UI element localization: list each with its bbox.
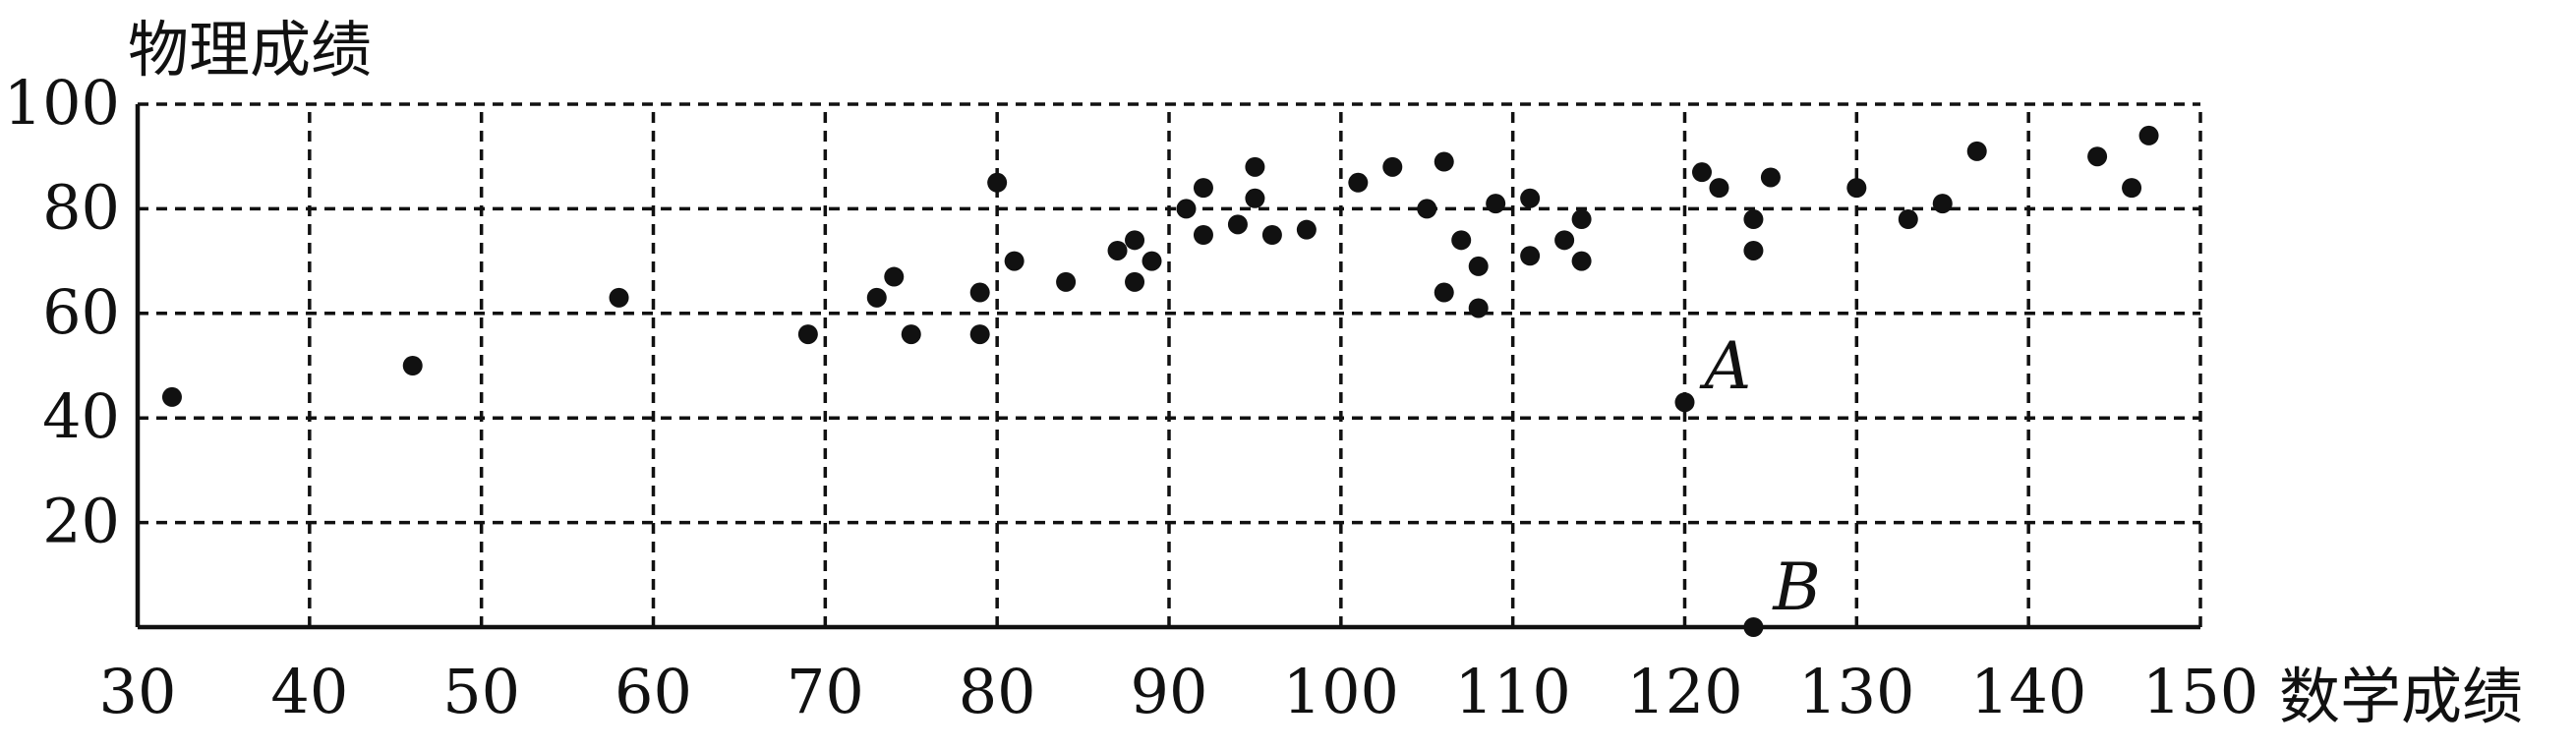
data-point: [1898, 209, 1918, 230]
x-tick-label-30: 30: [99, 656, 177, 727]
data-point: [1760, 167, 1781, 188]
x-tick-label-140: 140: [1970, 656, 2086, 727]
data-point: [1691, 162, 1712, 183]
data-point: [1245, 156, 1265, 177]
data-point: [1296, 219, 1317, 240]
data-point: [2122, 178, 2142, 199]
data-point: [1348, 172, 1369, 193]
data-point: [2087, 146, 2108, 167]
x-axis-title: 数学成绩: [2279, 661, 2523, 732]
x-tick-label-40: 40: [270, 656, 348, 727]
data-point: [2138, 125, 2159, 145]
data-point: [1417, 199, 1437, 219]
data-point: [609, 287, 629, 308]
data-point: [1261, 225, 1282, 245]
data-point: [1743, 209, 1764, 230]
data-point: [1382, 156, 1403, 177]
y-tick-label-40: 40: [42, 380, 120, 452]
data-points-layer: [161, 125, 2159, 637]
data-point: [1520, 188, 1541, 208]
x-tick-label-120: 120: [1626, 656, 1742, 727]
data-point: [1486, 194, 1506, 214]
data-point: [987, 172, 1008, 193]
data-point: [1571, 209, 1592, 230]
data-point: [1176, 199, 1197, 219]
data-point: [1107, 240, 1128, 260]
data-point: [1193, 178, 1213, 199]
data-point: [1056, 271, 1077, 292]
data-point: [797, 324, 818, 345]
tick-labels-layer: 30 40 50 60 70 80 90 100 110 120 130 140 150 20 40 60 80…: [4, 67, 2259, 727]
data-point: [866, 287, 887, 308]
data-point: [1468, 256, 1489, 276]
y-tick-label-100: 100: [4, 67, 120, 139]
data-point: [1434, 282, 1454, 303]
data-point: [969, 324, 990, 345]
data-point: [1004, 251, 1025, 271]
x-tick-label-60: 60: [615, 656, 692, 727]
data-point: [1434, 151, 1454, 172]
data-point: [1966, 141, 1987, 161]
axes-layer: [135, 104, 2200, 630]
data-point: [1571, 251, 1592, 271]
x-tick-label-110: 110: [1454, 656, 1570, 727]
data-point: [1125, 230, 1145, 251]
data-point: [1468, 298, 1489, 318]
x-tick-label-150: 150: [2142, 656, 2258, 727]
y-tick-label-20: 20: [42, 486, 120, 557]
data-point: [161, 386, 182, 407]
point-label-A: A: [1699, 328, 1752, 404]
data-point: [1142, 251, 1162, 271]
annotations-layer: AB: [1699, 328, 1821, 625]
y-tick-label-60: 60: [42, 276, 120, 348]
data-point: [884, 266, 905, 287]
x-tick-label-90: 90: [1131, 656, 1208, 727]
data-point: [1125, 271, 1145, 292]
x-tick-label-50: 50: [442, 656, 520, 727]
data-point: [402, 356, 423, 375]
x-tick-label-80: 80: [959, 656, 1036, 727]
data-point: [1520, 246, 1541, 266]
x-tick-label-100: 100: [1283, 656, 1399, 727]
data-point: [901, 324, 921, 345]
x-tick-label-130: 130: [1798, 656, 1914, 727]
y-tick-label-80: 80: [42, 171, 120, 243]
data-point: [1743, 617, 1764, 637]
data-point: [1451, 230, 1472, 251]
data-point: [1932, 194, 1953, 214]
grid-layer: [138, 102, 2202, 627]
data-point: [1674, 392, 1695, 413]
data-point: [1245, 188, 1265, 208]
data-point: [1709, 178, 1729, 199]
point-label-B: B: [1772, 549, 1821, 625]
data-point: [1554, 230, 1575, 251]
data-point: [1743, 240, 1764, 260]
data-point: [1193, 225, 1213, 245]
data-point: [1846, 178, 1867, 199]
x-tick-label-70: 70: [787, 656, 864, 727]
data-point: [969, 282, 990, 303]
data-point: [1227, 214, 1248, 235]
y-axis-title: 物理成绩: [128, 14, 372, 86]
